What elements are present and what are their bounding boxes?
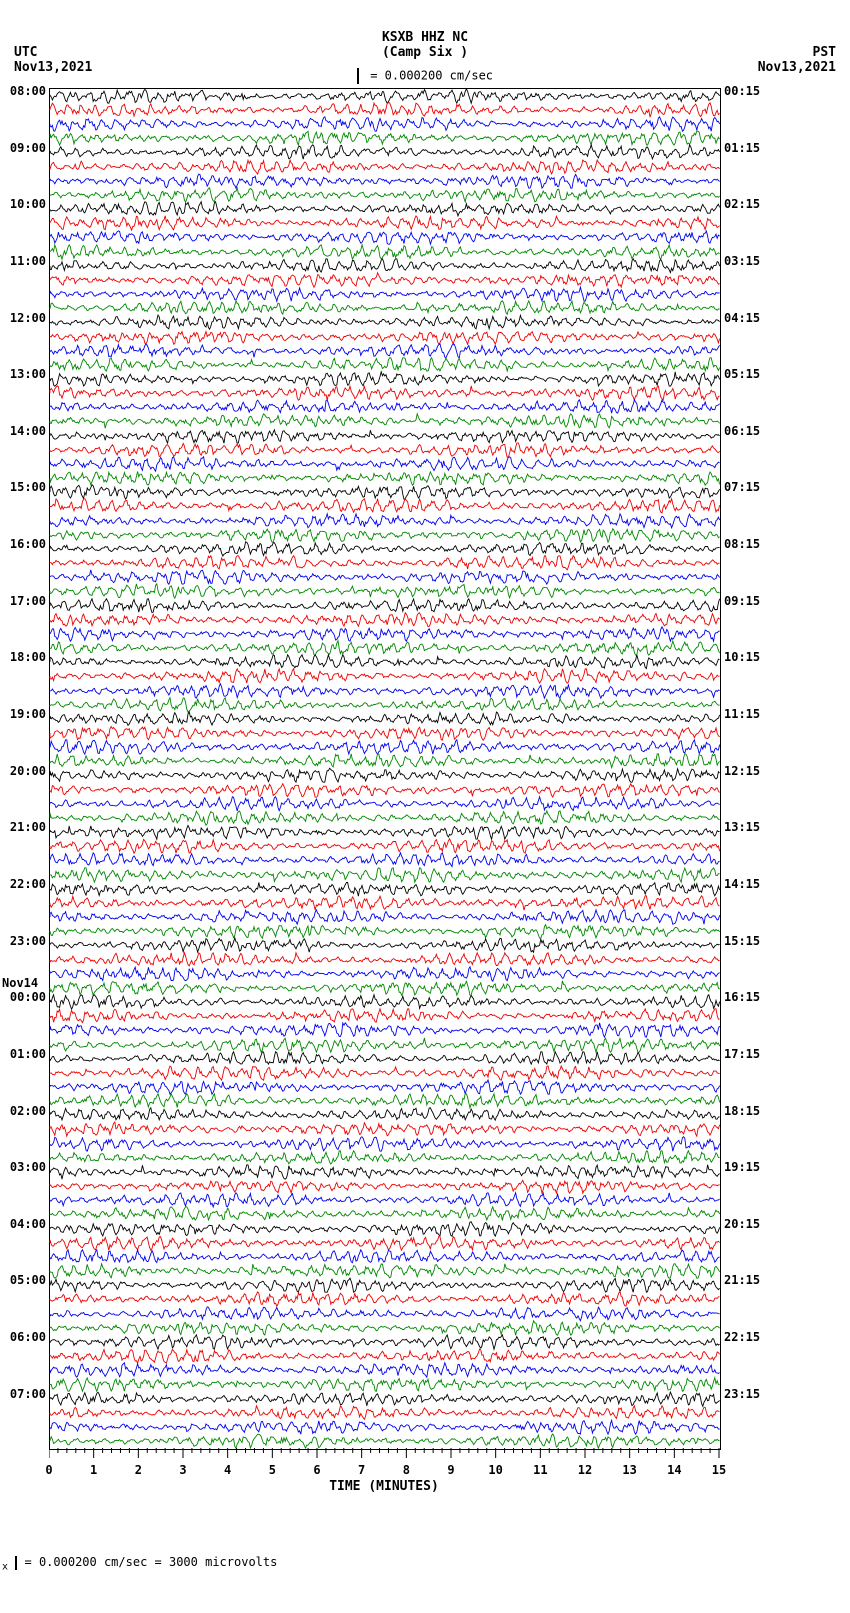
footer-scale: x = 0.000200 cm/sec = 3000 microvolts — [2, 1555, 277, 1572]
left-hour-label: 00:00 — [2, 990, 46, 1004]
right-hour-label: 10:15 — [724, 650, 760, 664]
day-break-label: Nov14 — [2, 976, 38, 990]
left-hour-label: 11:00 — [2, 254, 46, 268]
x-axis-ticks — [49, 1448, 719, 1460]
right-hour-label: 03:15 — [724, 254, 760, 268]
left-hour-label: 13:00 — [2, 367, 46, 381]
x-tick-label: 4 — [224, 1463, 231, 1477]
x-tick-label: 7 — [358, 1463, 365, 1477]
x-axis-label: TIME (MINUTES) — [49, 1479, 719, 1494]
right-hour-label: 02:15 — [724, 197, 760, 211]
x-tick-label: 13 — [622, 1463, 636, 1477]
right-hour-label: 14:15 — [724, 877, 760, 891]
x-tick-label: 9 — [447, 1463, 454, 1477]
left-hour-label: 09:00 — [2, 141, 46, 155]
left-hour-label: 01:00 — [2, 1047, 46, 1061]
right-hour-label: 15:15 — [724, 934, 760, 948]
left-hour-label: 07:00 — [2, 1387, 46, 1401]
right-hour-label: 12:15 — [724, 764, 760, 778]
left-hour-label: 15:00 — [2, 480, 46, 494]
x-tick-label: 12 — [578, 1463, 592, 1477]
right-hour-label: 21:15 — [724, 1273, 760, 1287]
x-tick-label: 2 — [135, 1463, 142, 1477]
seismogram-plot — [49, 88, 721, 1450]
right-hour-label: 11:15 — [724, 707, 760, 721]
x-tick-label: 0 — [45, 1463, 52, 1477]
left-hour-label: 18:00 — [2, 650, 46, 664]
seismogram-container: KSXB HHZ NC (Camp Six ) = 0.000200 cm/se… — [0, 0, 850, 1613]
x-tick-label: 1 — [90, 1463, 97, 1477]
left-hour-label: 19:00 — [2, 707, 46, 721]
x-tick-label: 8 — [403, 1463, 410, 1477]
right-hour-label: 05:15 — [724, 367, 760, 381]
right-hour-label: 17:15 — [724, 1047, 760, 1061]
left-hour-label: 05:00 — [2, 1273, 46, 1287]
left-hour-label: 06:00 — [2, 1330, 46, 1344]
right-hour-label: 19:15 — [724, 1160, 760, 1174]
right-hour-label: 18:15 — [724, 1104, 760, 1118]
x-tick-label: 6 — [313, 1463, 320, 1477]
right-hour-label: 13:15 — [724, 820, 760, 834]
left-hour-label: 03:00 — [2, 1160, 46, 1174]
right-timezone: PST — [813, 45, 836, 60]
left-hour-label: 22:00 — [2, 877, 46, 891]
left-hour-label: 10:00 — [2, 197, 46, 211]
scale-indicator: = 0.000200 cm/sec — [0, 68, 850, 84]
right-date: Nov13,2021 — [758, 60, 836, 75]
right-hour-label: 09:15 — [724, 594, 760, 608]
right-hour-label: 04:15 — [724, 311, 760, 325]
left-timezone: UTC — [14, 45, 37, 60]
left-hour-label: 21:00 — [2, 820, 46, 834]
x-tick-label: 14 — [667, 1463, 681, 1477]
scale-bar-icon — [357, 68, 359, 84]
station-title: KSXB HHZ NC — [0, 30, 850, 45]
left-hour-label: 17:00 — [2, 594, 46, 608]
x-tick-label: 10 — [488, 1463, 502, 1477]
left-hour-label: 04:00 — [2, 1217, 46, 1231]
left-hour-label: 20:00 — [2, 764, 46, 778]
left-hour-label: 02:00 — [2, 1104, 46, 1118]
right-hour-label: 16:15 — [724, 990, 760, 1004]
x-tick-label: 11 — [533, 1463, 547, 1477]
left-hour-label: 14:00 — [2, 424, 46, 438]
x-tick-label: 5 — [269, 1463, 276, 1477]
x-tick-label: 3 — [179, 1463, 186, 1477]
right-hour-label: 07:15 — [724, 480, 760, 494]
right-hour-label: 00:15 — [724, 84, 760, 98]
left-hour-label: 12:00 — [2, 311, 46, 325]
x-tick-label: 15 — [712, 1463, 726, 1477]
location-title: (Camp Six ) — [0, 45, 850, 60]
right-hour-label: 06:15 — [724, 424, 760, 438]
right-hour-label: 01:15 — [724, 141, 760, 155]
left-hour-label: 08:00 — [2, 84, 46, 98]
left-date: Nov13,2021 — [14, 60, 92, 75]
left-hour-label: 16:00 — [2, 537, 46, 551]
right-hour-label: 22:15 — [724, 1330, 760, 1344]
right-hour-label: 08:15 — [724, 537, 760, 551]
right-hour-label: 20:15 — [724, 1217, 760, 1231]
right-hour-label: 23:15 — [724, 1387, 760, 1401]
scale-text: = 0.000200 cm/sec — [363, 69, 493, 83]
left-hour-label: 23:00 — [2, 934, 46, 948]
footer-text: = 0.000200 cm/sec = 3000 microvolts — [17, 1555, 277, 1569]
